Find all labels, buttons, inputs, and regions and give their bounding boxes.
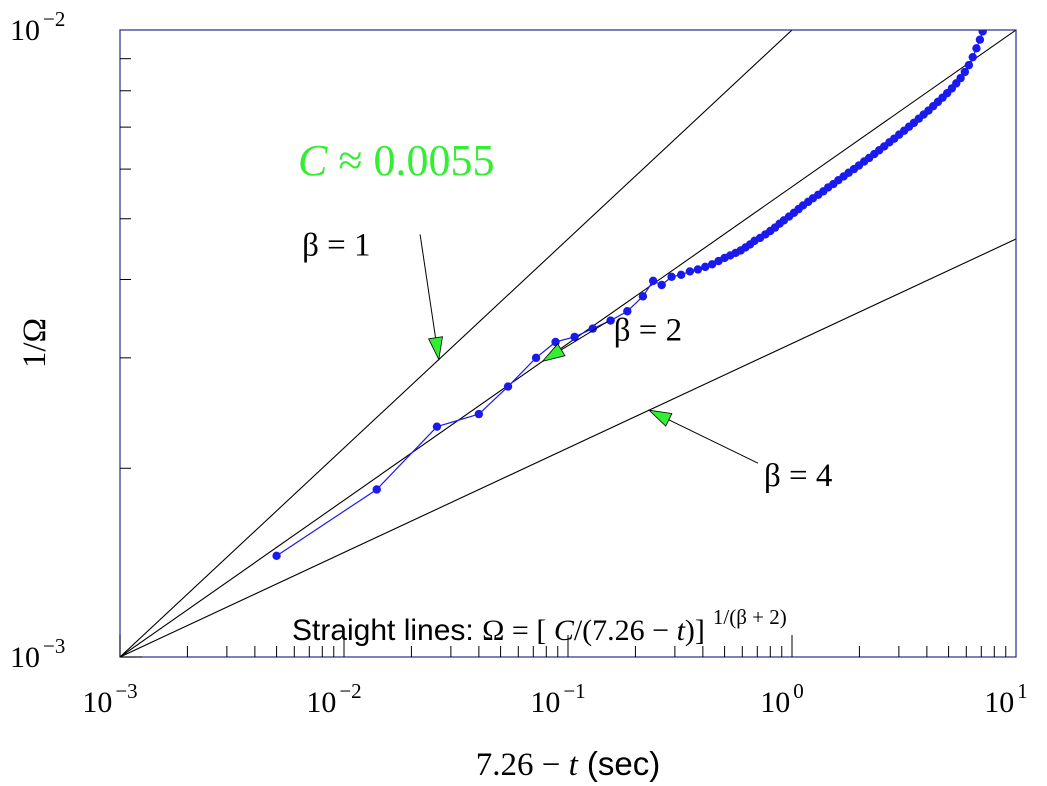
data-point <box>956 73 965 83</box>
data-point <box>531 353 541 363</box>
data-point <box>667 272 676 281</box>
data-series <box>272 30 987 561</box>
data-point <box>503 382 513 391</box>
data-point <box>474 409 484 419</box>
reference-lines <box>120 30 1016 657</box>
arrowhead <box>541 343 566 362</box>
x-tick-label: 10 −2 <box>306 679 361 719</box>
data-point <box>701 262 710 272</box>
formula-eq: = <box>504 614 536 647</box>
x-tick-label: 10 1 <box>984 679 1028 719</box>
data-point <box>707 260 717 269</box>
data-point <box>968 52 977 62</box>
data-point <box>964 60 974 70</box>
data-point <box>685 267 695 276</box>
y-tick-label: 10 −3 <box>10 634 65 674</box>
data-point <box>693 265 703 274</box>
data-point <box>623 307 632 316</box>
x-tick-label: 10 −1 <box>530 679 585 719</box>
tick-labels: 10 −3 10 −2 10 −1 10 0 10 1 10 −3 10 −2 <box>10 7 1028 719</box>
x-axis-label-prefix: 7.26 − <box>476 747 569 783</box>
formula-exponent: 1/(β + 2) <box>713 605 787 629</box>
x-axis-label-var: t <box>569 747 579 783</box>
c-annotation: C ≈ 0.0055 <box>298 136 495 185</box>
leader-line <box>419 234 437 338</box>
x-tick-label: 10 0 <box>760 679 804 719</box>
formula-c: C <box>554 614 575 647</box>
data-point <box>657 280 666 290</box>
axis-ticks <box>119 58 1007 658</box>
arrowhead <box>428 336 443 361</box>
x-axis-label-unit: (sec) <box>578 745 661 782</box>
x-axis-label: 7.26 − t (sec) <box>476 745 661 783</box>
c-annotation-var: C <box>298 136 328 185</box>
arrowhead <box>647 409 673 427</box>
data-point <box>606 316 615 325</box>
formula-annotation: Straight lines: Ω = [ C/(7.26 − t)] 1/(β … <box>292 605 787 647</box>
c-annotation-value: ≈ 0.0055 <box>327 136 494 185</box>
line-label-beta-2: β = 2 <box>614 312 682 348</box>
line-labels: β = 1 β = 2 β = 4 <box>302 227 832 494</box>
leader-line <box>561 321 608 351</box>
data-point <box>972 44 981 53</box>
data-point <box>638 292 648 301</box>
data-point <box>676 270 686 279</box>
data-point <box>648 276 658 286</box>
leader-line <box>668 419 759 464</box>
data-point <box>960 67 970 77</box>
data-point <box>272 551 281 561</box>
data-point <box>978 30 987 36</box>
formula-omega: Ω <box>482 614 504 647</box>
data-point <box>372 485 381 494</box>
data-point <box>432 422 442 431</box>
formula-mid: /(7.26 − <box>574 614 677 647</box>
reference-line-beta-2 <box>120 30 1016 657</box>
data-point <box>570 332 579 342</box>
reference-line-beta-1 <box>120 30 793 657</box>
line-label-beta-1: β = 1 <box>302 227 370 263</box>
formula-t: t <box>677 614 686 647</box>
y-tick-label: 10 −2 <box>10 7 65 47</box>
line-label-beta-4: β = 4 <box>764 458 832 494</box>
x-tick-label: 10 −3 <box>82 679 137 719</box>
data-point <box>588 324 597 333</box>
formula-open: [ <box>536 614 554 647</box>
formula-prefix: Straight lines: <box>292 614 482 647</box>
formula-close: )] <box>685 614 705 647</box>
data-point <box>975 35 985 44</box>
reference-line-beta-4 <box>120 238 1016 657</box>
y-axis-label: 1/Ω <box>17 318 53 368</box>
